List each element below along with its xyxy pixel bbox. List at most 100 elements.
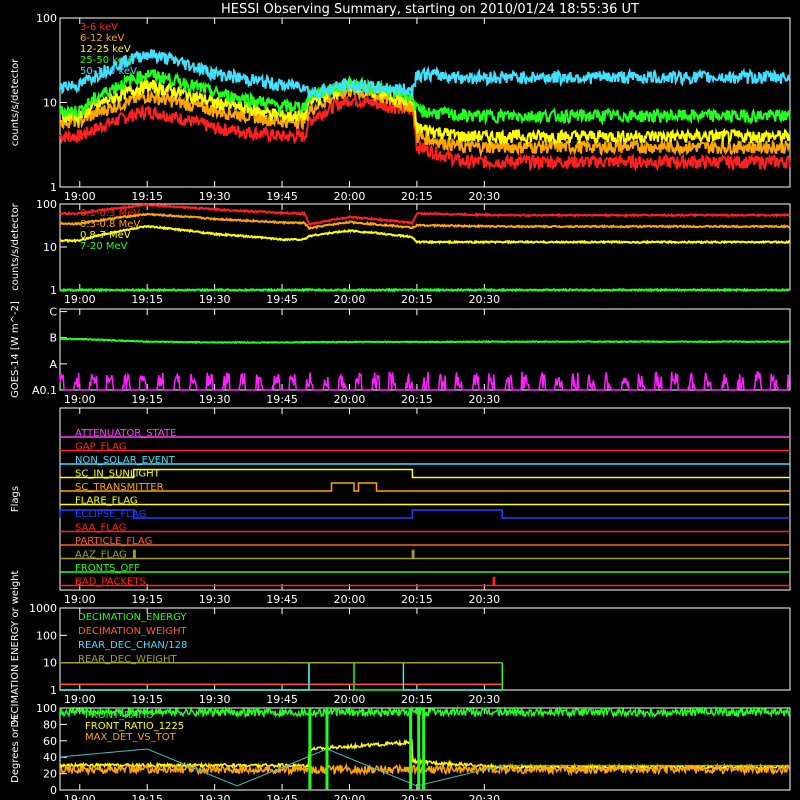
lightcurve-high-legend-0: 0.1-0.3 MeV (80, 208, 140, 219)
flag-label-particle_flag: PARTICLE_FLAG (75, 536, 152, 547)
goes-frame (59, 308, 791, 391)
ratios-ytick-label: 20 (43, 768, 57, 781)
goes-xtick-label: 19:45 (266, 393, 298, 406)
decimation-xtick-label: 20:30 (468, 693, 500, 706)
lightcurve-high-xtick-label: 20:15 (401, 293, 433, 306)
lightcurve-low-series-3 (59, 69, 791, 126)
lightcurve-high-ytick-label: 100 (36, 198, 57, 211)
decimation-xtick-label: 19:30 (199, 693, 231, 706)
flag-label-attenuator_state: ATTENUATOR_STATE (75, 428, 176, 439)
flags-frame (59, 407, 791, 591)
ratios-xtick-label: 19:15 (131, 793, 163, 800)
goes-xtick-label: 20:15 (401, 393, 433, 406)
ratios-xtick-label: 20:15 (401, 793, 433, 800)
decimation-xtick-label: 20:00 (334, 693, 366, 706)
ratios-ylabel: Degrees or % (10, 715, 21, 783)
ratios-xtick-label: 20:30 (468, 793, 500, 800)
flag-label-saa_flag: SAA_FLAG (75, 523, 126, 534)
lightcurve-low-ytick-label: 10 (43, 97, 57, 110)
lightcurve-low-xtick-label: 19:30 (199, 190, 231, 203)
ratios-ytick-label: 60 (43, 735, 57, 748)
flags-xtick-label: 19:00 (64, 593, 96, 606)
lightcurve-high-xtick-label: 19:45 (266, 293, 298, 306)
lightcurve-high-ytick-label: 1 (50, 284, 57, 297)
flag-label-aaz_flag: AAZ_FLAG (75, 550, 127, 561)
lightcurve-low-legend-3: 25-50 keV (80, 55, 131, 66)
flags-xtick-label: 20:15 (401, 593, 433, 606)
lightcurve-low-xtick-label: 20:15 (401, 190, 433, 203)
decimation-ytick-label: 1 (50, 684, 57, 697)
ratios-xtick-label: 19:00 (64, 793, 96, 800)
lightcurve-high-legend-3: 7-20 MeV (80, 241, 128, 252)
lightcurve-low-series-1 (59, 85, 791, 158)
decimation-xtick-label: 19:15 (131, 693, 163, 706)
decimation-ytick-label: 1000 (29, 602, 57, 615)
lightcurve-low-legend-1: 6-12 keV (80, 33, 124, 44)
flag-label-bad_packets: BAD_PACKETS (75, 577, 146, 588)
lightcurve-high-xtick-label: 20:00 (334, 293, 366, 306)
lightcurve-low-legend-0: 3-6 keV (80, 22, 118, 33)
goes-ytick-label: C (49, 306, 57, 319)
goes-xtick-label: 20:00 (334, 393, 366, 406)
goes-series-1 (59, 370, 791, 392)
goes-xtick-label: 19:00 (64, 393, 96, 406)
ratios-legend-1: FRONT_RATIO_1225 (85, 721, 184, 732)
figure-title: HESSI Observing Summary, starting on 201… (221, 2, 639, 17)
lightcurve-low-xtick-label: 20:30 (468, 190, 500, 203)
flag-label-sc_transmitter: SC_TRANSMITTER (75, 482, 164, 493)
decimation-ylabel: DECIMATION ENERGY or weight (10, 570, 21, 727)
goes-xtick-label: 19:15 (131, 393, 163, 406)
flag-label-eclipse_flag: ECLIPSE_FLAG (75, 509, 146, 520)
decimation-xtick-label: 19:00 (64, 693, 96, 706)
lightcurve-low-ytick-label: 100 (36, 12, 57, 25)
lightcurve-high-series-1 (59, 212, 791, 231)
decimation-ytick-label: 100 (36, 629, 57, 642)
flags-xtick-label: 19:45 (266, 593, 298, 606)
lightcurve-high-ylabel: counts/s/detector (10, 202, 21, 290)
lightcurve-high-legend-1: 0.3-0.8 MeV (80, 219, 140, 230)
flag-label-non_solar_event: NON_SOLAR_EVENT (75, 455, 176, 466)
goes-ytick-label: B (49, 332, 57, 345)
lightcurve-low-series-4 (59, 49, 791, 102)
lightcurve-low-ylabel: counts/s/detector (10, 58, 21, 146)
lightcurve-high-xtick-label: 19:00 (64, 293, 96, 306)
flag-line-bad_packets (60, 576, 790, 587)
flag-label-sc_in_sunlight: SC_IN_SUNLIGHT (75, 469, 161, 480)
lightcurve-low-xtick-label: 19:45 (266, 190, 298, 203)
decimation-ytick-label: 10 (43, 657, 57, 670)
decimation-series-0 (60, 661, 504, 691)
flag-label-gap_flag: GAP_FLAG (75, 442, 127, 453)
goes-ytick-label: A0.1 (32, 384, 57, 397)
decimation-legend-1: DECIMATION_WEIGHT (78, 626, 187, 637)
ratios-xtick-label: 19:30 (199, 793, 231, 800)
decimation-legend-3: REAR_DEC_WEIGHT (78, 654, 177, 665)
lightcurve-high-series-3 (59, 287, 791, 293)
lightcurve-high-series-0 (59, 203, 791, 226)
flag-label-flare_flag: FLARE_FLAG (75, 496, 138, 507)
flag-line-eclipse_flag (59, 509, 790, 519)
lightcurve-low-legend-2: 12-25 keV (80, 44, 131, 55)
lightcurve-low-ytick-label: 1 (50, 181, 57, 194)
goes-ytick-label: A (49, 358, 57, 371)
lightcurve-high-xtick-label: 19:30 (199, 293, 231, 306)
lightcurve-high-series-2 (59, 224, 791, 245)
lightcurve-low-xtick-label: 19:15 (131, 190, 163, 203)
flags-xtick-label: 20:30 (468, 593, 500, 606)
decimation-xtick-label: 20:15 (401, 693, 433, 706)
ratios-ytick-label: 0 (50, 784, 57, 797)
lightcurve-low-legend-4: 50-100 keV (80, 66, 137, 77)
decimation-legend-0: DECIMATION_ENERGY (78, 612, 187, 623)
ratios-legend-0: FRONT_RATIO (85, 710, 154, 721)
flags-xtick-label: 19:30 (199, 593, 231, 606)
lightcurve-low-xtick-label: 19:00 (64, 190, 96, 203)
flag-line-sc_transmitter (60, 482, 790, 492)
flags-ylabel: Flags (10, 486, 21, 512)
lightcurve-high-legend-2: 0.8-7 MeV (80, 230, 131, 241)
goes-ylabel: GOES-14 [W m^-2] (10, 301, 21, 398)
ratios-ytick-label: 40 (43, 751, 57, 764)
flag-line-sc_in_sunlight (60, 468, 790, 479)
decimation-legend-2: REAR_DEC_CHAN/128 (78, 640, 187, 651)
ratios-xtick-label: 19:45 (266, 793, 298, 800)
decimation-xtick-label: 19:45 (266, 693, 298, 706)
